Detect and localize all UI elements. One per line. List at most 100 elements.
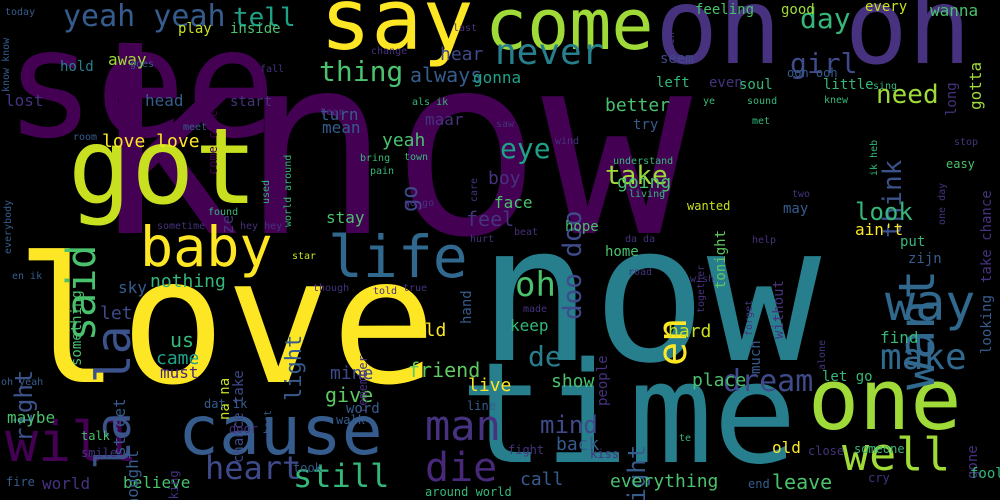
word-every: every [865, 0, 908, 15]
word-door: door [229, 422, 258, 436]
word-friend: friend [408, 358, 481, 382]
word-knew: knew [824, 95, 849, 106]
word-never: never [495, 32, 604, 73]
word-stay: stay [326, 208, 365, 227]
word-help: help [752, 235, 777, 246]
word-talk: talk [81, 429, 110, 443]
word-see: see [5, 0, 276, 172]
word-dat-ik: dat ik [204, 397, 248, 411]
word-let-go: let go [822, 369, 873, 385]
word-smile: smile [81, 446, 118, 460]
word-much: much [748, 340, 764, 374]
word-true: true [403, 283, 428, 294]
word-world-around: world around [283, 154, 294, 227]
word-chance-take: chance take [231, 370, 247, 463]
word-took: took [293, 461, 322, 475]
word-thing: thing [319, 55, 404, 88]
word-die: die [425, 445, 498, 491]
word-town: town [404, 152, 429, 163]
word-ik-heb: ik heb [869, 139, 880, 176]
word-gonna: gonna [473, 68, 522, 87]
word-wind: wind [555, 136, 580, 147]
word-sky: sky [118, 278, 147, 297]
word-ooh-ooh: ooh ooh [787, 66, 838, 80]
word-easy: easy [946, 157, 975, 171]
word-put: put [900, 234, 926, 250]
word-give: give [325, 383, 374, 407]
word-heart: heart [205, 449, 302, 487]
word-tonight: tonight [713, 229, 729, 289]
word-need: need [876, 80, 939, 110]
word-good: good [781, 2, 815, 18]
word-word: word [346, 401, 380, 417]
word-room: room [73, 132, 98, 143]
word-sing: sing [873, 81, 898, 92]
word-cold: cold [403, 320, 447, 341]
word-bring: bring [360, 153, 391, 164]
word-together: together [696, 264, 707, 313]
word-best: best [263, 409, 274, 434]
word-understand: understand [613, 156, 674, 167]
word-know: know [90, 1, 693, 292]
word-place: place [692, 370, 747, 391]
word-als-ik: als ik [412, 97, 449, 108]
word-inside: inside [230, 21, 281, 37]
word-maar: maar [425, 110, 464, 129]
word-let: let [100, 303, 133, 324]
word-feel: feel [466, 207, 515, 231]
word-came: came [156, 348, 200, 369]
word-road: road [628, 267, 653, 278]
word-got: got [68, 106, 258, 228]
word-stop: stop [954, 137, 979, 148]
word-hand: hand [459, 290, 475, 324]
word-looking: looking [979, 294, 995, 354]
word-soul: soul [739, 77, 773, 93]
word-one-day: one day [937, 182, 948, 225]
word-look: look [855, 198, 913, 226]
word-away: away [108, 50, 147, 69]
word-live: live [468, 375, 512, 396]
word-two: two [792, 189, 811, 200]
word-alone: alone [817, 339, 828, 370]
word-old: old [772, 438, 801, 457]
word-da-da: da da [625, 234, 656, 245]
word-long: long [944, 82, 960, 116]
word-mind: mind [540, 411, 598, 439]
word-seem: seem [660, 51, 694, 67]
word-eye: eye [500, 132, 551, 165]
word-gotta: gotta [966, 61, 985, 110]
word-little: little [823, 77, 874, 93]
word-time: time [460, 333, 798, 496]
word-going: going [617, 172, 672, 193]
word-fight: fight [508, 443, 545, 457]
word-home: home [605, 244, 639, 260]
word-hear: hear [440, 44, 484, 65]
word-last: last [453, 23, 478, 34]
word-lost: lost [5, 91, 44, 110]
word-try: try [633, 117, 659, 133]
word-though: though [313, 283, 350, 294]
word-found: found [208, 207, 239, 218]
word-living: living [629, 189, 666, 200]
word-tell: tell [233, 3, 296, 33]
word-someone: someone [854, 442, 905, 456]
word-man: man [425, 401, 501, 450]
word-everything: everything [610, 471, 719, 492]
word-wanna: wanna [930, 1, 979, 20]
word-care: care [469, 177, 480, 202]
word-hey-hey: hey hey [240, 221, 283, 232]
word-walking: walking [167, 470, 181, 500]
word-way: way [885, 274, 976, 332]
word-well: well [842, 428, 951, 481]
word-yeah-yeah: yeah yeah [63, 0, 226, 34]
word-beat: beat [514, 227, 539, 238]
word-rain: rain [666, 31, 677, 56]
word-maybe: maybe [7, 408, 56, 427]
word-ye: ye [703, 96, 716, 107]
word-hold: hold [60, 59, 94, 75]
word-hard: hard [668, 321, 712, 342]
word-boy: boy [488, 168, 521, 189]
word-change: change [371, 46, 408, 57]
word-oh: oh [515, 265, 556, 305]
